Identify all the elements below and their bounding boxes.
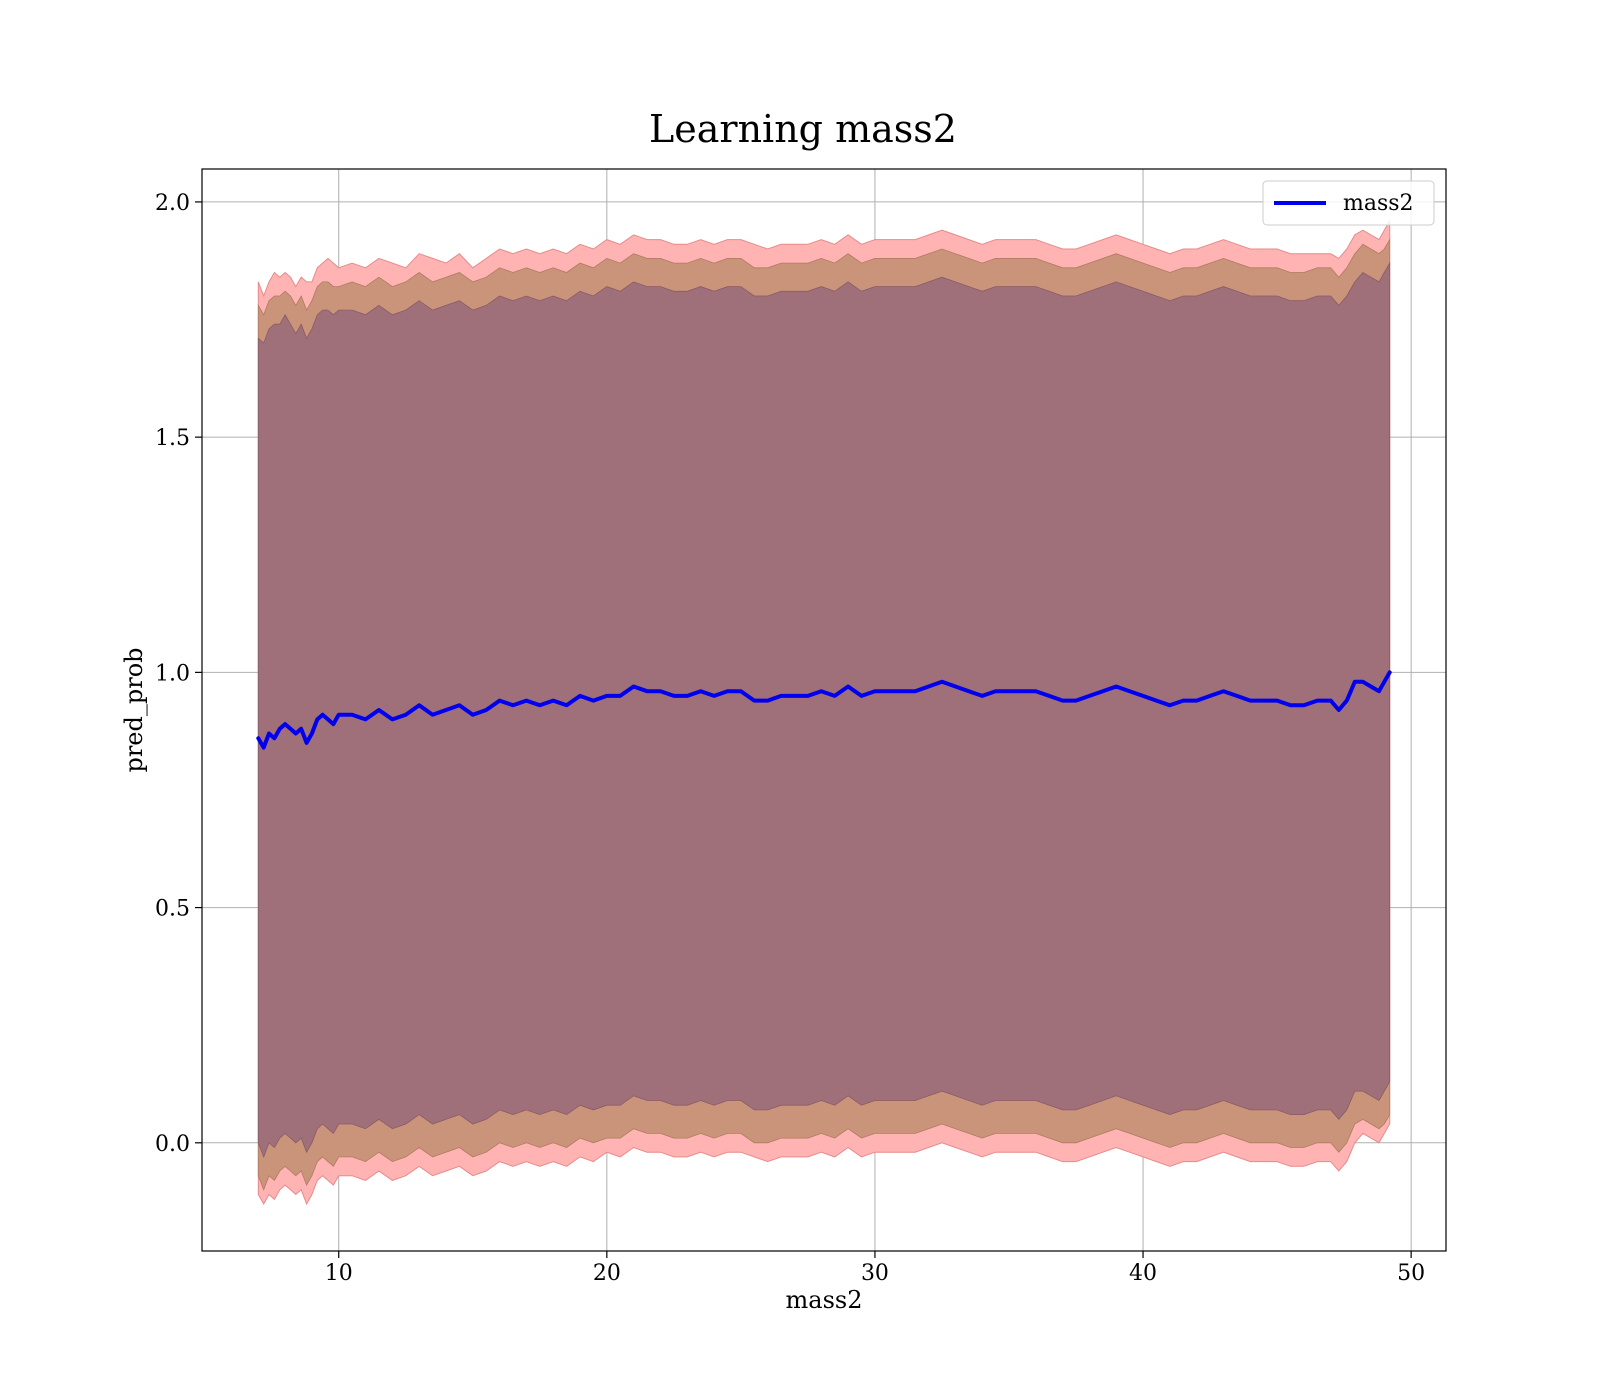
legend-label-mass2: mass2 [1343,191,1414,216]
plot-area: 10 20 30 40 50 0.0 0.5 1.0 1.5 2.0 [155,168,1447,1286]
series-layer [256,670,1392,750]
confidence-bands [257,218,1391,1206]
series-line-mass2 [256,670,1392,750]
x-axis-label: mass2 [786,1286,863,1314]
legend-box [1262,180,1435,226]
x-tick-label: 50 [1397,1261,1425,1286]
band-inner [257,261,1391,1159]
y-tick-label: 1.5 [155,426,190,451]
x-axis-ticks: 10 20 30 40 50 [325,1251,1425,1286]
x-tick-label: 40 [1129,1261,1157,1286]
y-tick-label: 0.5 [155,897,190,922]
y-tick-label: 0.0 [155,1132,190,1157]
y-tick-label: 2.0 [155,191,190,216]
y-axis-label: pred_prob [120,647,148,772]
legend: mass2 [1262,180,1435,226]
y-axis-ticks: 0.0 0.5 1.0 1.5 2.0 [155,191,202,1157]
x-tick-label: 10 [325,1261,353,1286]
x-tick-label: 30 [861,1261,889,1286]
x-tick-label: 20 [593,1261,621,1286]
plot-frame [201,168,1447,1252]
y-tick-label: 1.0 [155,661,190,686]
chart-title: Learning mass2 [649,107,957,151]
